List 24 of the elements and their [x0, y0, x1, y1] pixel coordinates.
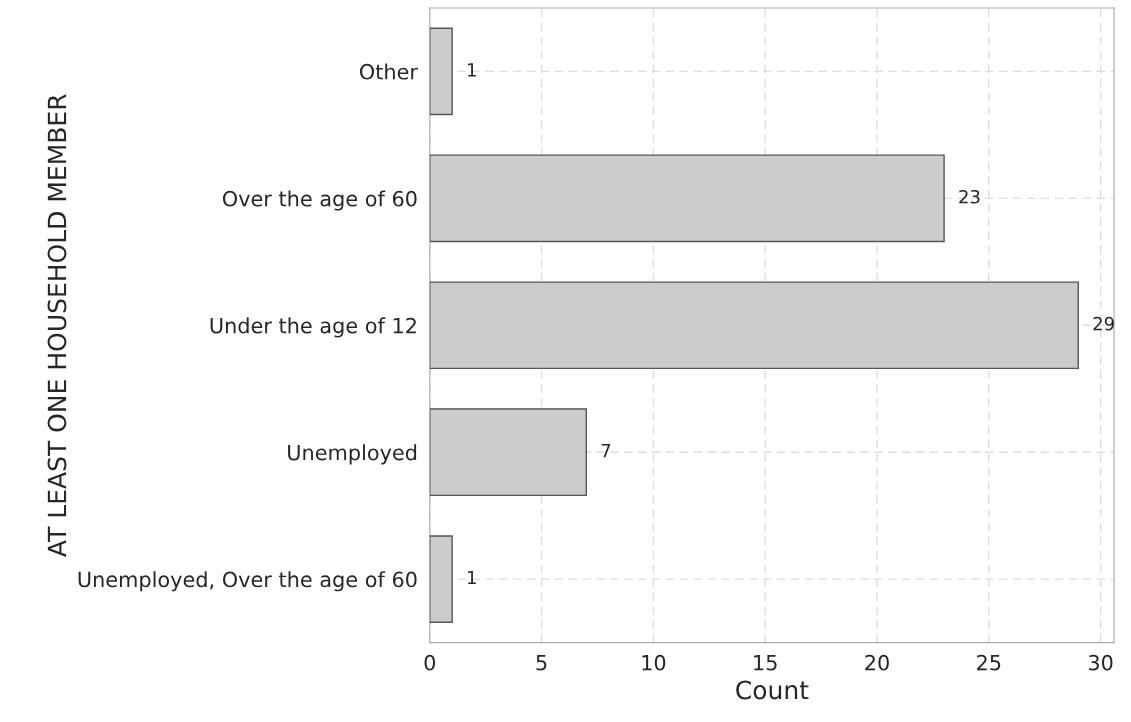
bar [429, 535, 453, 623]
data-label: 1 [468, 570, 476, 585]
data-label: 29 [1093, 316, 1114, 331]
bar [429, 408, 588, 497]
x-tick-label: 20 [865, 654, 889, 671]
data-label: 1 [468, 63, 476, 77]
y-tick-label: Under the age of 12 [210, 317, 416, 338]
x-tick-label: 15 [754, 655, 777, 671]
x-tick-label: 5 [536, 655, 547, 671]
x-tick-label: 30 [1088, 654, 1113, 671]
x-tick-label: 10 [642, 654, 666, 671]
data-label: 7 [601, 444, 611, 458]
y-tick-label: Unemployed, Over the age of 60 [78, 571, 417, 592]
data-label: 23 [959, 189, 980, 204]
x-tick-label: 0 [424, 654, 436, 671]
y-tick-label: Other [359, 63, 418, 80]
y-tick-label: Over the age of 60 [222, 190, 417, 211]
bar [429, 154, 945, 243]
x-tick-label: 25 [977, 654, 1001, 671]
y-axis-title: AT LEAST ONE HOUSEHOLD MEMBER [47, 94, 67, 557]
y-tick-label: Unemployed [288, 444, 417, 465]
bar [429, 281, 1079, 370]
bar [429, 27, 453, 116]
x-axis-title: Count [736, 680, 809, 700]
